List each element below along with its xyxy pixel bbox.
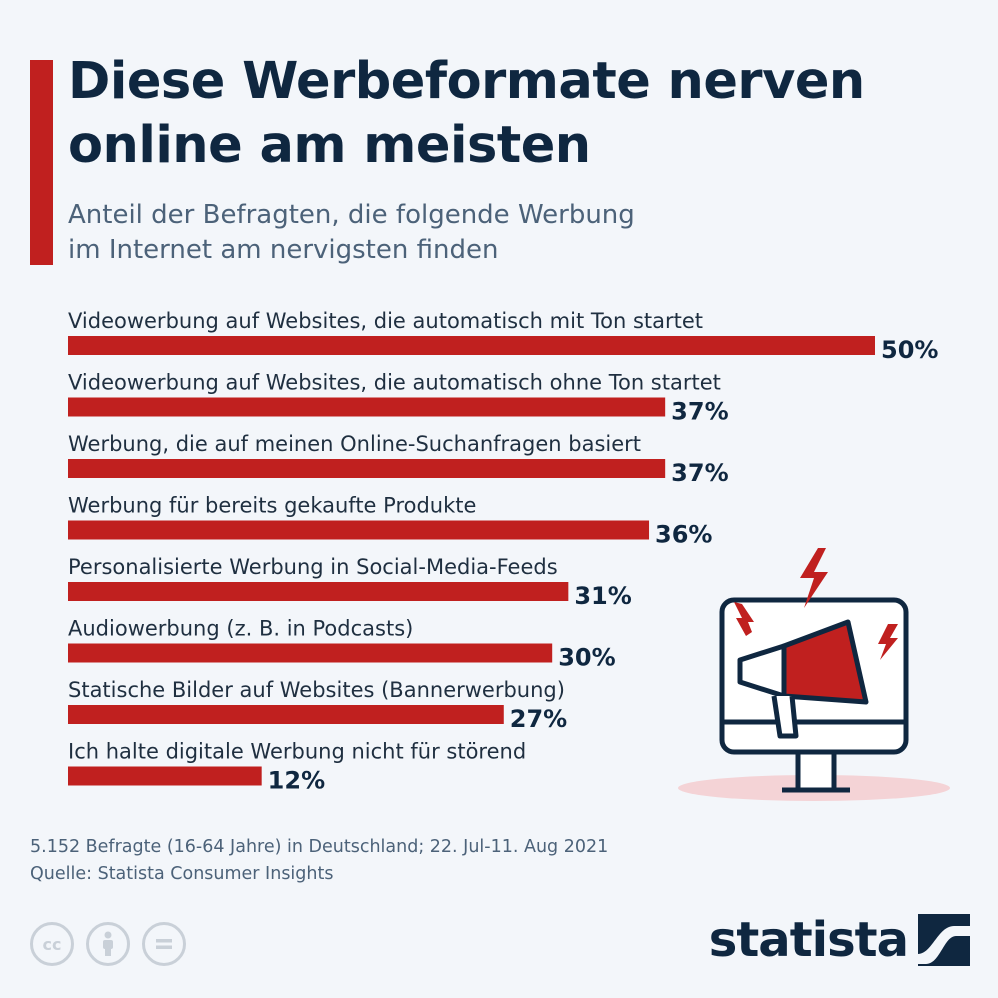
license-icons: cc bbox=[30, 922, 186, 970]
cc-icon[interactable]: cc bbox=[30, 922, 74, 966]
value-label: 36% bbox=[655, 521, 712, 549]
chart-subtitle-line-1: Anteil der Befragten, die folgende Werbu… bbox=[68, 200, 635, 230]
value-label: 50% bbox=[881, 336, 938, 364]
category-label: Werbung für bereits gekaufte Produkte bbox=[68, 494, 476, 518]
bar bbox=[68, 582, 569, 601]
bar bbox=[68, 520, 650, 540]
category-label: Personalisierte Werbung in Social-Media-… bbox=[68, 555, 558, 579]
bar bbox=[68, 643, 553, 663]
survey-note: 5.152 Befragte (16-64 Jahre) in Deutschl… bbox=[30, 837, 609, 857]
category-label: Audiowerbung (z. B. in Podcasts) bbox=[68, 617, 413, 641]
chart-subtitle: Anteil der Befragten, die folgende Werbu… bbox=[68, 198, 768, 268]
bar bbox=[68, 459, 666, 478]
category-label: Statische Bilder auf Websites (Bannerwer… bbox=[68, 678, 565, 702]
category-label: Werbung, die auf meinen Online-Suchanfra… bbox=[68, 432, 641, 456]
chart-title-line-1: Diese Werbeformate nerven bbox=[68, 52, 865, 111]
equals-icon[interactable] bbox=[142, 922, 186, 966]
value-label: 12% bbox=[268, 767, 325, 795]
bar bbox=[68, 766, 262, 786]
value-label: 37% bbox=[671, 459, 728, 487]
footer-note: 5.152 Befragte (16-64 Jahre) in Deutschl… bbox=[30, 834, 608, 888]
value-label: 27% bbox=[510, 705, 567, 733]
category-label: Videowerbung auf Websites, die automatis… bbox=[68, 309, 703, 333]
chart-title: Diese Werbeformate nerven online am meis… bbox=[68, 50, 948, 178]
person-icon[interactable] bbox=[86, 922, 130, 966]
bar bbox=[68, 336, 875, 355]
statista-logo-icon bbox=[918, 914, 970, 966]
value-label: 30% bbox=[558, 644, 615, 672]
value-label: 31% bbox=[574, 582, 631, 610]
chart-title-line-2: online am meisten bbox=[68, 116, 591, 175]
monitor-megaphone-icon bbox=[678, 548, 950, 801]
source-note: Quelle: Statista Consumer Insights bbox=[30, 864, 334, 884]
category-label: Ich halte digitale Werbung nicht für stö… bbox=[68, 740, 526, 764]
statista-brand[interactable]: statista bbox=[709, 912, 970, 968]
title-accent-bar bbox=[30, 60, 53, 265]
category-label: Videowerbung auf Websites, die automatis… bbox=[68, 371, 721, 395]
bar bbox=[68, 397, 666, 417]
value-label: 37% bbox=[671, 398, 728, 426]
statista-wordmark: statista bbox=[708, 912, 909, 968]
bar bbox=[68, 705, 504, 724]
chart-subtitle-line-2: im Internet am nervigsten finden bbox=[68, 235, 499, 265]
